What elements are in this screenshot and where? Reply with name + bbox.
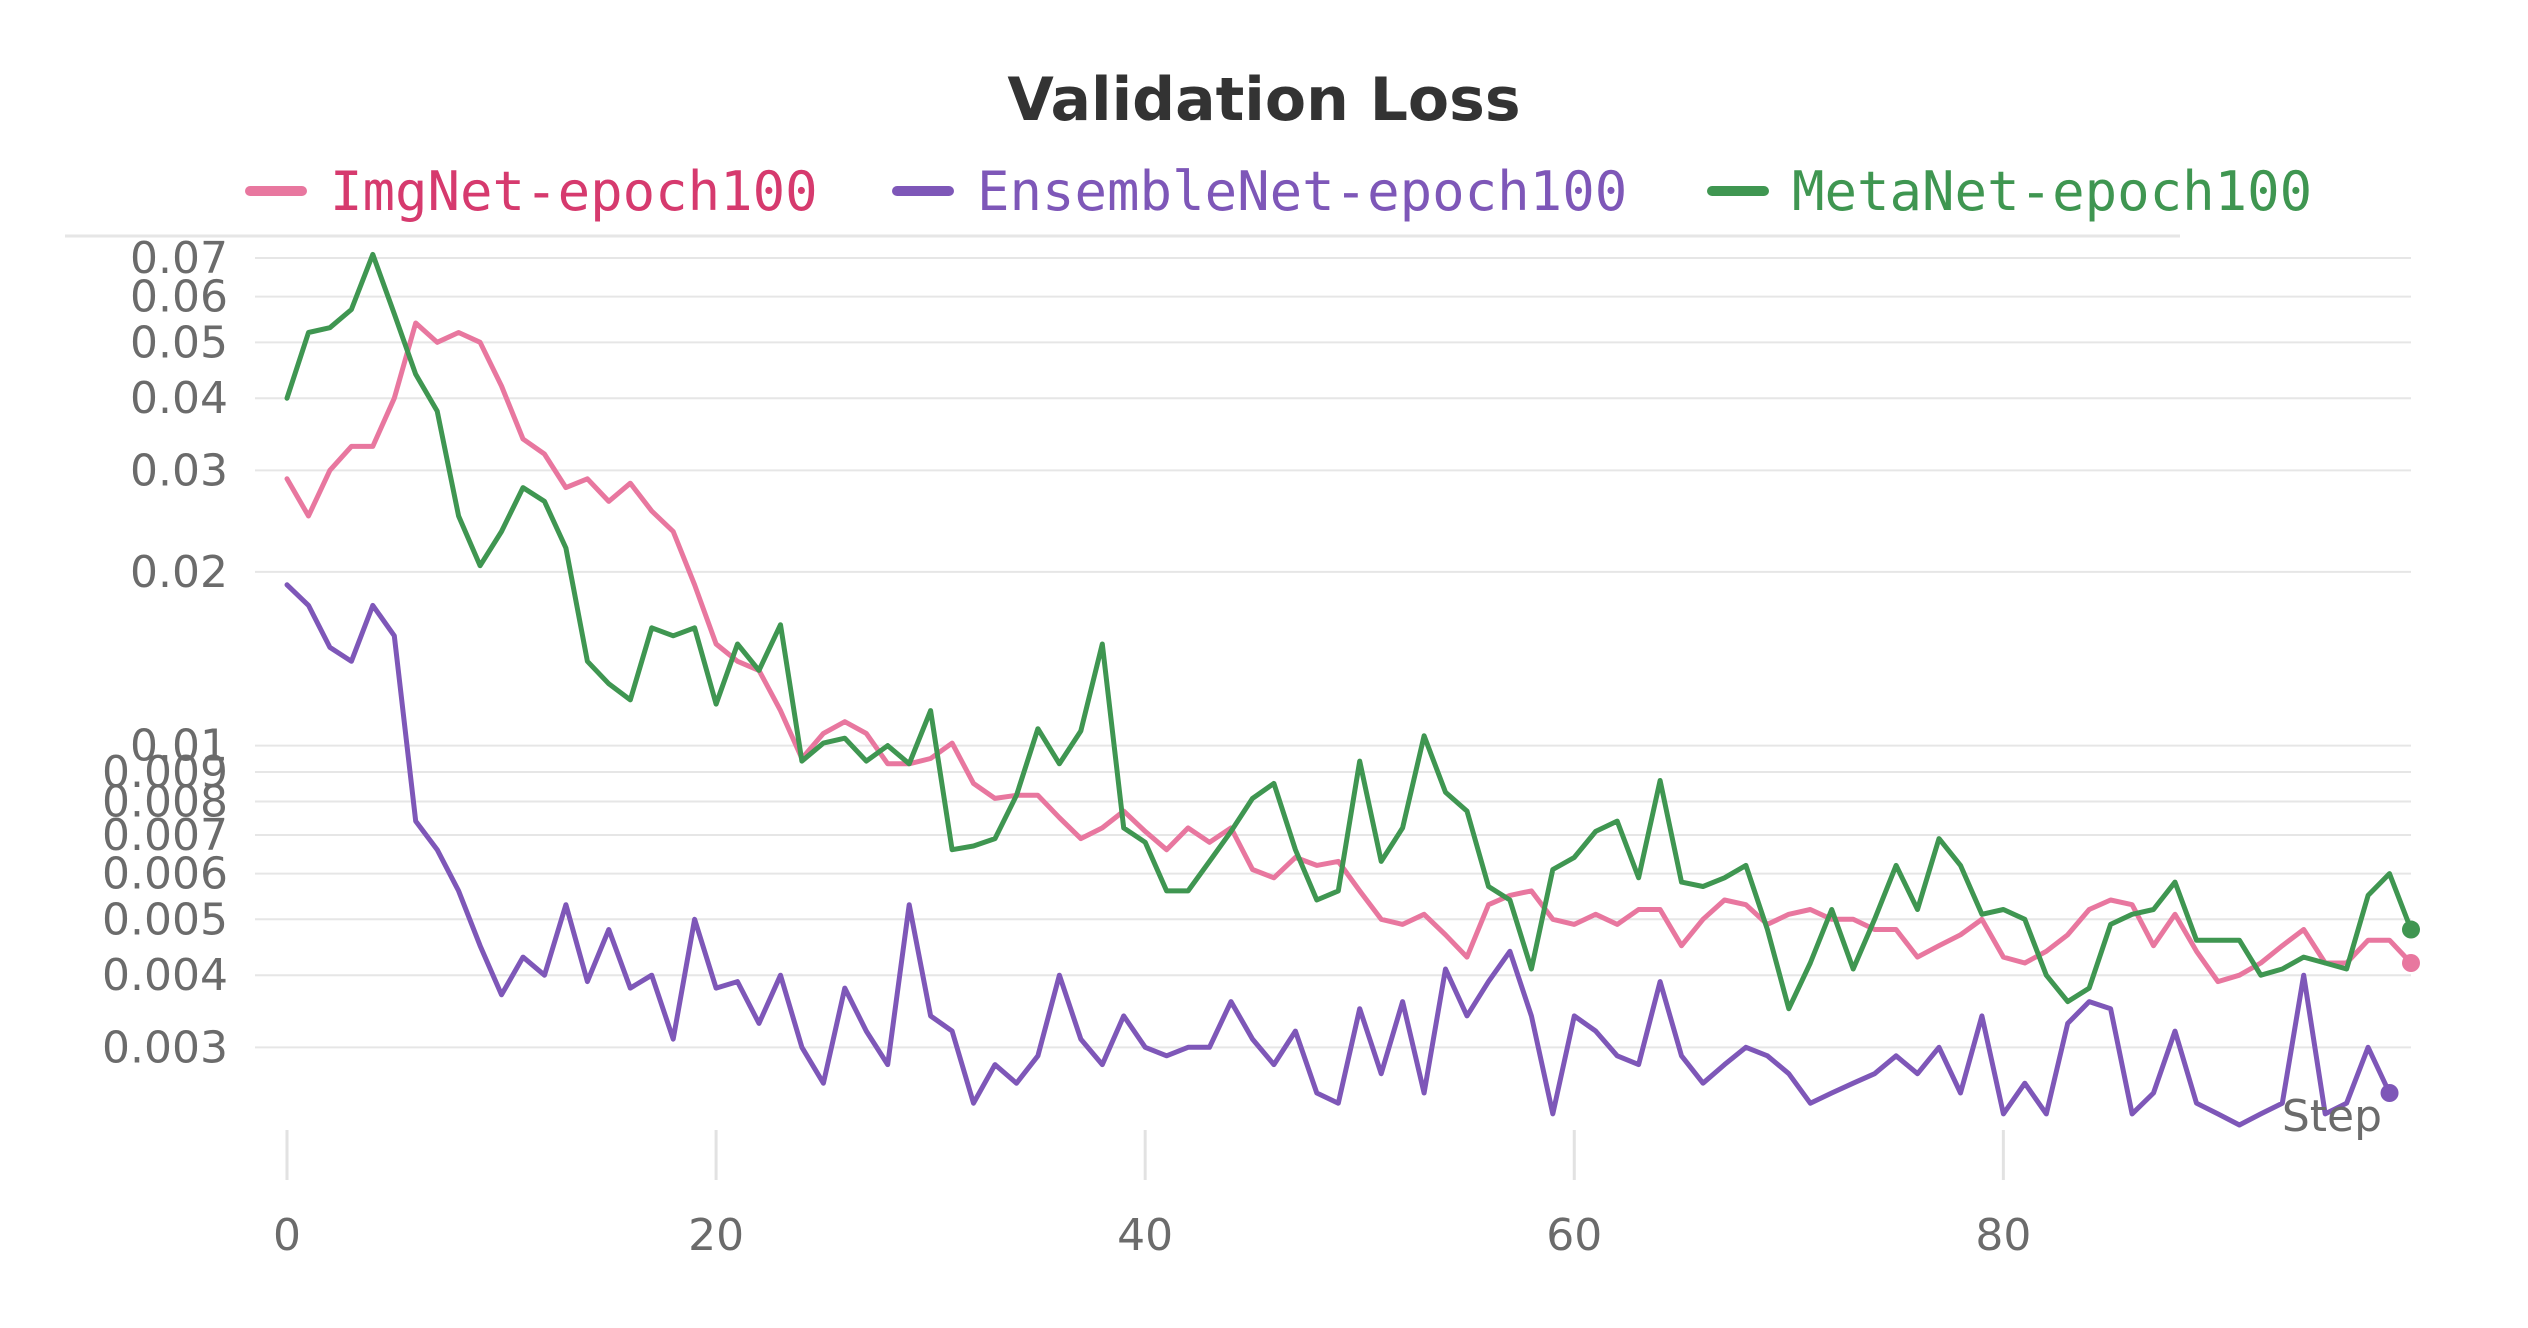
y-tick-label: 0.01 — [130, 721, 228, 772]
y-tick-label: 0.009 — [102, 747, 228, 798]
y-tick-label: 0.03 — [130, 445, 228, 496]
series-line — [284, 251, 2414, 1012]
y-tick-label: 0.003 — [102, 1022, 228, 1073]
series-line — [284, 320, 2414, 985]
x-axis: 0 20 40 60 80 — [273, 1130, 2031, 1261]
y-tick-label: 0.06 — [130, 272, 228, 323]
x-tick-label: 60 — [1546, 1210, 1602, 1261]
x-tick-label: 80 — [1975, 1210, 2031, 1261]
y-tick-label: 0.008 — [102, 777, 228, 828]
legend-label: ImgNet-epoch100 — [330, 160, 818, 223]
x-axis-label: Step — [2282, 1091, 2382, 1142]
legend-item[interactable]: ImgNet-epoch100 — [245, 160, 818, 223]
y-tick-label: 0.04 — [130, 373, 228, 424]
legend-label: MetaNet-epoch100 — [1792, 160, 2312, 223]
y-tick-label: 0.02 — [130, 547, 228, 598]
y-tick-label: 0.006 — [102, 849, 228, 900]
legend-label: EnsembleNet-epoch100 — [977, 160, 1627, 223]
series-line — [284, 582, 2392, 1128]
grid — [255, 257, 2411, 1049]
legend-item[interactable]: MetaNet-epoch100 — [1707, 160, 2312, 223]
y-tick-label: 0.05 — [130, 317, 228, 368]
legend: ImgNet-epoch100 EnsembleNet-epoch100 MetaN… — [245, 160, 2312, 223]
series-end-point — [2402, 920, 2420, 939]
series-group — [284, 251, 2420, 1128]
y-tick-label: 0.07 — [130, 233, 228, 284]
y-tick-label: 0.007 — [102, 810, 228, 861]
series-end-point — [2380, 1084, 2399, 1102]
series-end-point — [2402, 953, 2420, 972]
y-tick-label: 0.005 — [102, 894, 228, 945]
chart-title: Validation Loss — [1007, 65, 1520, 135]
x-tick-label: 20 — [688, 1210, 744, 1261]
x-tick-label: 40 — [1117, 1210, 1173, 1261]
legend-item[interactable]: EnsembleNet-epoch100 — [892, 160, 1627, 223]
y-tick-label: 0.004 — [102, 950, 228, 1001]
x-tick-label: 0 — [273, 1210, 301, 1261]
y-axis: 0.070.060.050.040.030.020.010.0090.0080.… — [102, 233, 228, 1073]
